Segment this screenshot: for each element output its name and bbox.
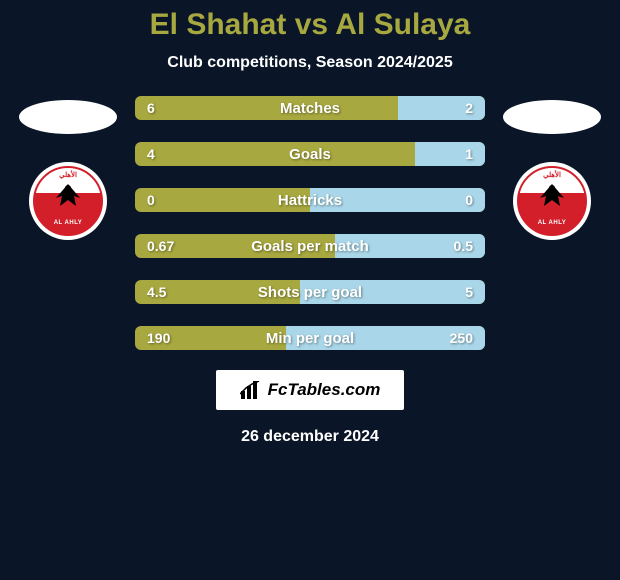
stat-bars: 6 Matches 2 4 Goals 1 0 Hattricks 0 0.67 Goals per… <box>135 96 485 350</box>
comparison-infographic: El Shahat vs Al Sulaya Club competitions… <box>0 0 620 446</box>
stat-right-value: 5 <box>465 284 473 300</box>
stat-bar-right-fill <box>415 142 485 166</box>
player-photo-placeholder-right <box>503 100 601 134</box>
stat-left-value: 4.5 <box>147 284 166 300</box>
crest-bottom-text: AL AHLY <box>538 220 567 226</box>
logo-text: FcTables.com <box>268 380 381 400</box>
stat-left-value: 6 <box>147 100 155 116</box>
crest-arabic: الأهلي <box>543 171 561 179</box>
stat-bar: 6 Matches 2 <box>135 96 485 120</box>
eagle-icon <box>532 180 572 210</box>
right-side: الأهلي AL AHLY <box>503 96 601 240</box>
left-side: الأهلي AL AHLY <box>19 96 117 240</box>
eagle-icon <box>48 180 88 210</box>
stat-label: Goals per match <box>251 238 369 255</box>
stat-label: Goals <box>289 146 331 163</box>
stat-label: Matches <box>280 100 340 117</box>
content-row: الأهلي AL AHLY 6 Matches 2 4 Goals 1 0 Hattrick… <box>0 96 620 350</box>
team-crest-left: الأهلي AL AHLY <box>29 162 107 240</box>
team-crest-right: الأهلي AL AHLY <box>513 162 591 240</box>
stat-left-value: 190 <box>147 330 170 346</box>
stat-label: Shots per goal <box>258 284 362 301</box>
stat-left-value: 0 <box>147 192 155 208</box>
stat-label: Min per goal <box>266 330 354 347</box>
page-title: El Shahat vs Al Sulaya <box>0 8 620 42</box>
crest-bottom-text: AL AHLY <box>54 220 83 226</box>
stat-left-value: 4 <box>147 146 155 162</box>
subtitle: Club competitions, Season 2024/2025 <box>0 54 620 72</box>
stat-label: Hattricks <box>278 192 342 209</box>
stat-right-value: 0.5 <box>454 238 473 254</box>
date-text: 26 december 2024 <box>241 428 379 446</box>
stat-bar: 4.5 Shots per goal 5 <box>135 280 485 304</box>
bar-chart-icon <box>240 381 262 399</box>
stat-right-value: 250 <box>450 330 473 346</box>
crest-arabic: الأهلي <box>59 171 77 179</box>
footer: FcTables.com 26 december 2024 <box>0 370 620 446</box>
stat-bar: 190 Min per goal 250 <box>135 326 485 350</box>
stat-bar: 4 Goals 1 <box>135 142 485 166</box>
stat-right-value: 1 <box>465 146 473 162</box>
player-photo-placeholder-left <box>19 100 117 134</box>
stat-left-value: 0.67 <box>147 238 174 254</box>
stat-bar: 0 Hattricks 0 <box>135 188 485 212</box>
stat-right-value: 0 <box>465 192 473 208</box>
stat-right-value: 2 <box>465 100 473 116</box>
fctables-logo: FcTables.com <box>216 370 405 410</box>
stat-bar: 0.67 Goals per match 0.5 <box>135 234 485 258</box>
